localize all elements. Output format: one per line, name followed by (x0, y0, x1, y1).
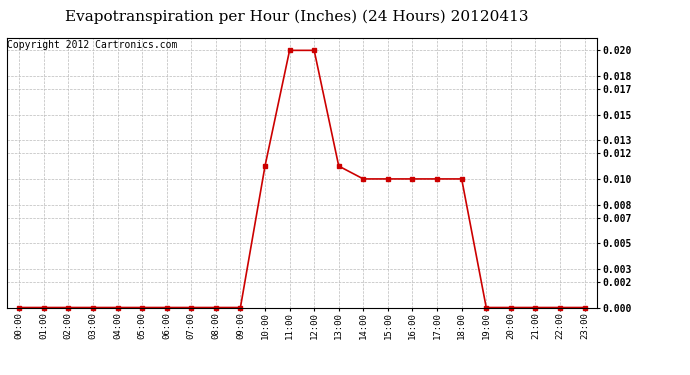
Text: Evapotranspiration per Hour (Inches) (24 Hours) 20120413: Evapotranspiration per Hour (Inches) (24… (65, 9, 529, 24)
Text: Copyright 2012 Cartronics.com: Copyright 2012 Cartronics.com (8, 40, 178, 50)
